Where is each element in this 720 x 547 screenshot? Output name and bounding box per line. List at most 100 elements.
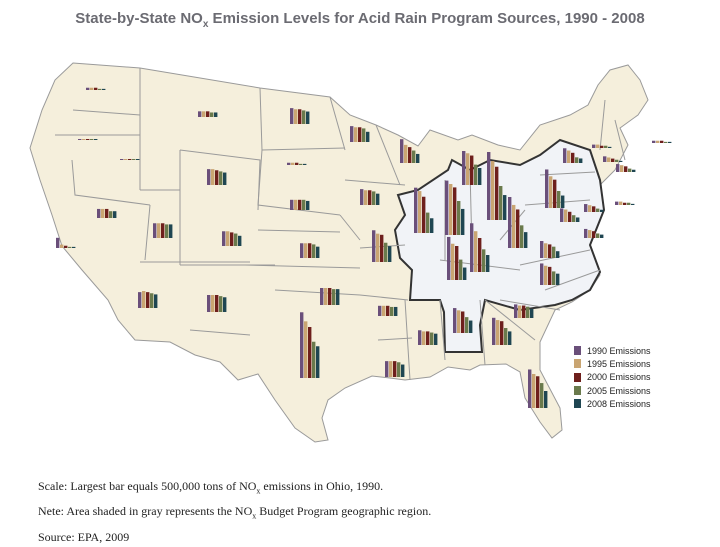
state-border-line [375,124,401,186]
bar-in-2000 [453,187,457,235]
bar-ks-1990 [300,243,304,258]
bar-md-1990 [560,208,564,222]
bar-sc-2000 [522,305,526,318]
state-border-line [72,109,141,116]
bar-wa-2005 [98,88,102,90]
bar-co-2000 [230,232,234,246]
bar-pa-1990 [545,169,549,208]
legend-label: 2000 Emissions [587,372,651,383]
bar-fl-2000 [536,376,540,408]
bar-sd-2005 [299,163,303,165]
state-bars-tn [447,236,467,280]
state-bars-co [222,231,242,246]
bar-ma-2000 [624,166,628,172]
bar-wi-2000 [408,147,412,163]
bar-oh-2008 [503,195,507,220]
bar-ct-1990 [615,201,619,205]
bar-mi-2005 [474,164,478,185]
bar-mi-1995 [466,153,470,185]
legend-swatch [574,399,581,409]
bar-al-1995 [457,310,461,333]
bar-ca-1990 [56,237,60,248]
bar-ia-2000 [368,190,372,205]
bar-or-2000 [86,139,90,140]
bar-de-2008 [600,234,604,238]
bar-ia-1990 [360,189,364,205]
bar-me-1990 [652,140,656,143]
bar-ky-2000 [478,238,482,272]
bar-ma-1990 [616,164,620,172]
legend-label: 2008 Emissions [587,398,651,409]
bar-ky-1990 [470,223,474,272]
bar-nc-2005 [552,271,556,285]
state-bars-id [120,159,140,160]
bar-wi-2008 [416,153,420,163]
bar-ne-2000 [298,199,302,210]
state-bars-vt [592,144,612,148]
bar-nc-2000 [548,266,552,285]
bar-la-2005 [397,362,401,377]
bar-id-2008 [136,159,140,160]
bar-mn-2008 [366,131,370,142]
bar-va-2000 [548,244,552,258]
bar-ks-2008 [316,246,320,258]
state-bars-nc [540,263,560,285]
bar-wa-1995 [90,87,94,90]
bar-nm-2008 [223,297,227,312]
bar-tn-1990 [447,236,451,280]
bar-sd-1990 [287,162,291,165]
bar-nj-2005 [596,208,600,212]
bar-nv-2005 [109,211,113,218]
bar-nc-1990 [540,263,544,285]
bar-ma-2008 [632,169,636,172]
bar-me-2005 [664,141,668,143]
state-bars-al [453,308,473,333]
legend-item-2005: 2005 Emissions [574,384,651,397]
region-note: Nete: Area shaded in gray represents the… [38,504,432,521]
bar-ct-1995 [619,201,623,205]
bar-ok-1990 [320,288,324,305]
bar-in-1995 [449,184,453,235]
bar-sd-2000 [295,162,299,165]
state-bars-nm [207,295,227,312]
bar-md-2008 [576,217,580,222]
bar-wa-1990 [86,87,90,90]
bar-de-1995 [588,230,592,238]
notes: Scale: Largest bar equals 500,000 tons o… [38,476,431,547]
bar-nj-1995 [588,205,592,212]
bar-oh-2000 [495,166,499,220]
bar-ct-2008 [631,203,635,205]
state-bars-il [414,187,434,233]
state-bars-mn [350,126,370,142]
bar-id-1990 [120,159,124,160]
bar-me-2000 [660,140,664,143]
bar-ar-2008 [394,306,398,316]
bar-nh-2008 [619,160,623,162]
bar-al-2008 [469,320,473,333]
legend-item-1990: 1990 Emissions [574,344,651,357]
bar-ny-2005 [575,157,579,163]
legend-item-2000: 2000 Emissions [574,371,651,384]
bar-mt-1995 [202,111,206,117]
state-bars-mt [198,111,218,117]
bar-ks-2005 [312,244,316,258]
bar-la-1995 [389,361,393,377]
bar-wy-2008 [223,172,227,185]
bar-ms-2005 [430,332,434,345]
bar-vt-2008 [608,146,612,148]
bar-or-2008 [94,139,98,140]
bar-md-2000 [568,211,572,222]
bar-ca-2000 [64,245,68,248]
bar-mn-2000 [358,127,362,142]
bar-or-1995 [82,139,86,140]
bar-co-2008 [238,235,242,246]
state-bars-la [385,361,405,377]
bar-mt-2005 [210,112,214,117]
bar-ut-1990 [153,223,157,238]
bar-az-2000 [146,292,150,308]
bar-ia-2008 [376,193,380,205]
bar-tn-2008 [463,267,467,280]
state-bars-az [138,291,158,308]
state-bars-ny [563,148,583,163]
bar-nv-2000 [105,208,109,218]
